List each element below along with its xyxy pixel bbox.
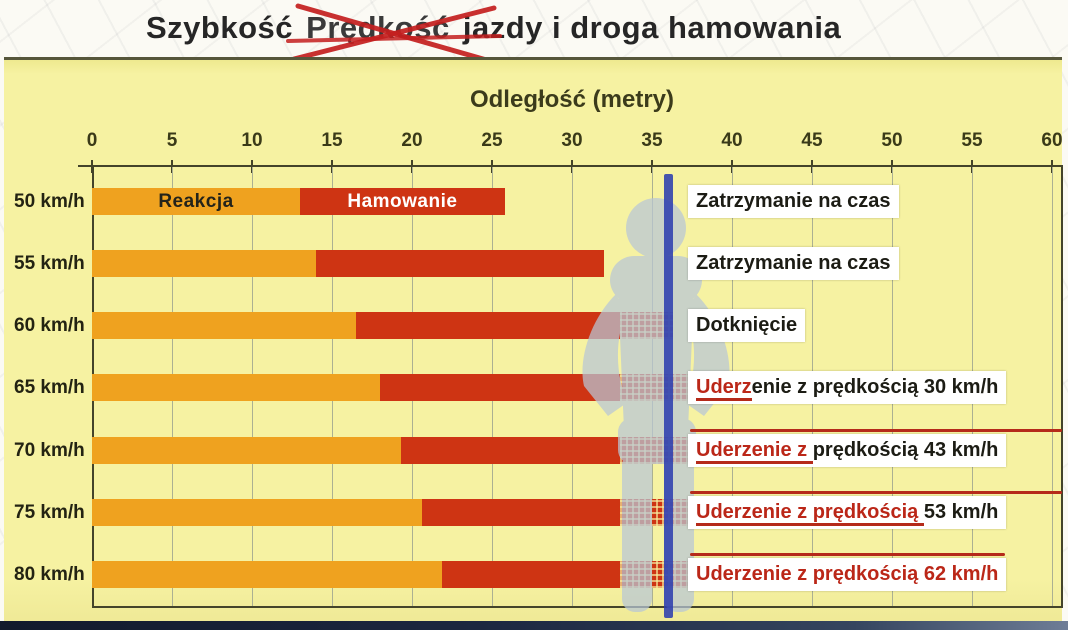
speed-label: 70 km/h (14, 440, 85, 461)
outcome-label: Uderzenie z prędkością 62 km/h (688, 558, 1007, 591)
crossed-out-word: Prędkość (286, 3, 503, 64)
red-crossout-mark (286, 3, 503, 64)
plot-right-border (1061, 165, 1063, 606)
reaction-bar (92, 499, 422, 526)
x-tick-label: 60 (1041, 130, 1063, 151)
speed-label: 60 km/h (14, 315, 85, 336)
x-tick-label: 35 (641, 130, 663, 151)
braking-bar (300, 188, 505, 215)
x-axis-title: Odległość (metry) (469, 86, 675, 113)
x-tick-mark (491, 160, 493, 173)
reaction-bar (92, 312, 356, 339)
speed-label: 80 km/h (14, 564, 85, 585)
x-tick-label: 45 (801, 130, 823, 151)
reaction-bar (92, 188, 300, 215)
outcome-label: Uderzenie z prędkością 30 km/h (688, 371, 1007, 404)
outcome-label-black-text: Zatrzymanie na czas (696, 252, 891, 274)
speed-label: 55 km/h (14, 253, 85, 274)
title-prefix: Szybkość (146, 10, 294, 45)
x-tick-mark (811, 160, 813, 173)
x-tick-label: 0 (86, 130, 98, 151)
x-tick-mark (251, 160, 253, 173)
outcome-label-red-text: Uderzenie z (696, 439, 813, 464)
x-tick-mark (331, 160, 333, 173)
speed-label: 75 km/h (14, 502, 85, 523)
bottom-border-strip (0, 621, 1068, 630)
outcome-label-black-text: Zatrzymanie na czas (696, 190, 891, 212)
x-tick-label: 10 (241, 130, 263, 151)
red-overline-annotation (690, 491, 1062, 494)
position-marker-line (664, 174, 673, 618)
outcome-label: Dotknięcie (688, 309, 806, 342)
legend-braking-label: Hamowanie (347, 191, 458, 212)
x-tick-mark (651, 160, 653, 173)
x-tick-mark (411, 160, 413, 173)
x-tick-label: 25 (481, 130, 503, 151)
outcome-label-black-text: 53 km/h (923, 501, 999, 523)
outcome-label-red-text: Uderzenie z prędkością (696, 501, 924, 526)
page-title: Szybkość Prędkość jazdy i droga hamowani… (146, 2, 842, 64)
x-tick-mark (571, 160, 573, 173)
x-tick-label: 55 (961, 130, 983, 151)
x-tick-mark (731, 160, 733, 173)
x-tick-label: 30 (561, 130, 583, 151)
plot-bottom-border (92, 606, 1063, 608)
x-axis-line (78, 165, 1061, 167)
x-tick-mark (971, 160, 973, 173)
chart-panel (4, 57, 1062, 625)
x-tick-mark (1051, 160, 1053, 173)
x-tick-label: 5 (166, 130, 178, 151)
outcome-label-red-text: Uderzenie z prędkością 62 km/h (696, 563, 999, 585)
legend-reaction-label: Reakcja (158, 191, 234, 212)
title-suffix: jazdy i droga hamowania (462, 10, 842, 45)
reaction-bar (92, 374, 380, 401)
speed-label: 65 km/h (14, 377, 85, 398)
reaction-bar (92, 561, 443, 588)
outcome-label: Uderzenie z prędkością 53 km/h (688, 496, 1007, 529)
gridline (1052, 167, 1053, 606)
x-tick-label: 20 (401, 130, 423, 151)
x-tick-label: 40 (721, 130, 743, 151)
outcome-label-black-text: enie z prędkością 30 km/h (751, 376, 999, 398)
x-tick-mark (891, 160, 893, 173)
red-overline-annotation (690, 429, 1062, 432)
outcome-label: Uderzenie z prędkością 43 km/h (688, 434, 1007, 467)
braking-bar (316, 250, 604, 277)
reaction-bar (92, 250, 316, 277)
outcome-label-black-text: prędkością 43 km/h (812, 439, 999, 461)
reaction-bar (92, 437, 401, 464)
outcome-label: Zatrzymanie na czas (688, 247, 899, 280)
outcome-label-red-text: Uderz (696, 376, 752, 401)
red-overline-annotation (690, 553, 1005, 556)
x-tick-label: 15 (321, 130, 343, 151)
outcome-label: Zatrzymanie na czas (688, 185, 899, 218)
x-tick-mark (171, 160, 173, 173)
x-tick-label: 50 (881, 130, 903, 151)
speed-label: 50 km/h (14, 191, 85, 212)
outcome-label-black-text: Dotknięcie (696, 314, 798, 336)
x-tick-mark (91, 160, 93, 173)
